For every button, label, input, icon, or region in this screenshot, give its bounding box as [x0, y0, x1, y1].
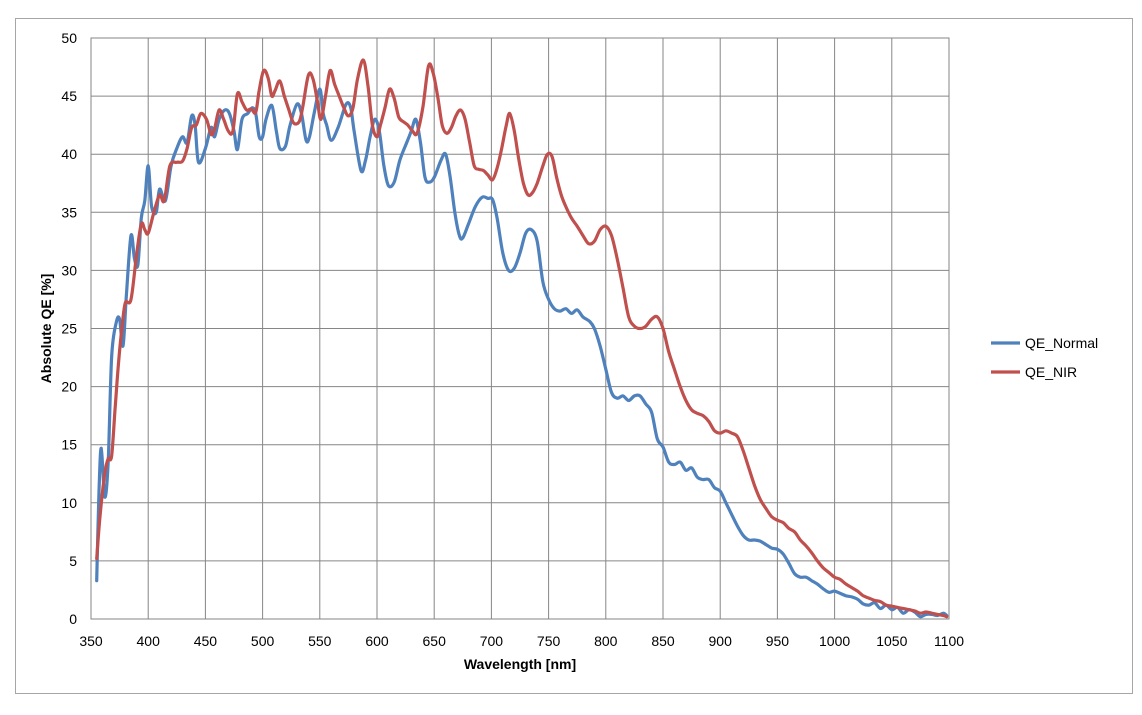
x-tick-label: 700: [480, 633, 504, 649]
y-tick-label: 30: [61, 262, 77, 278]
x-tick-label: 800: [594, 633, 618, 649]
x-tick-label: 850: [651, 633, 675, 649]
x-tick-label: 400: [137, 633, 161, 649]
y-tick-label: 10: [61, 495, 77, 511]
grid-lines: [90, 37, 950, 620]
y-tick-label: 50: [61, 30, 77, 46]
x-tick-label: 450: [194, 633, 218, 649]
series-lines: [95, 58, 949, 619]
series-line-qe-normal: [95, 87, 949, 619]
legend-item-qe-normal: QE_Normal: [991, 335, 1098, 351]
x-tick-label: 650: [423, 633, 447, 649]
x-tick-label: 900: [709, 633, 733, 649]
y-axis-ticks: 0 5 10 15 20 25 30 35 40 45 50: [61, 30, 77, 627]
y-axis-title: Absolute QE [%]: [38, 274, 54, 384]
chart-frame: [15, 18, 1133, 694]
legend-item-qe-nir: QE_NIR: [991, 364, 1077, 380]
y-tick-label: 45: [61, 88, 77, 104]
x-tick-label: 950: [766, 633, 790, 649]
x-tick-label: 1000: [819, 633, 850, 649]
x-tick-label: 600: [365, 633, 389, 649]
x-axis-ticks: 350 400 450 500 550 600 650 700 750 800 850 900 950 1…: [79, 633, 964, 649]
series-line-qe-nir: [95, 58, 949, 619]
x-tick-label: 750: [537, 633, 561, 649]
x-tick-label: 350: [79, 633, 103, 649]
y-tick-label: 40: [61, 146, 77, 162]
legend: QE_Normal QE_NIR: [991, 335, 1098, 380]
y-tick-label: 20: [61, 379, 77, 395]
x-tick-label: 550: [308, 633, 332, 649]
x-tick-label: 1050: [876, 633, 907, 649]
y-tick-label: 25: [61, 321, 77, 337]
x-tick-label: 500: [251, 633, 275, 649]
y-tick-label: 5: [69, 553, 77, 569]
y-tick-label: 15: [61, 437, 77, 453]
y-tick-label: 0: [69, 611, 77, 627]
x-tick-label: 1100: [934, 633, 964, 649]
x-axis-title: Wavelength [nm]: [464, 656, 576, 672]
plot-area-border: [90, 37, 950, 620]
legend-label: QE_NIR: [1025, 364, 1077, 380]
y-tick-label: 35: [61, 204, 77, 220]
legend-label: QE_Normal: [1025, 335, 1098, 351]
